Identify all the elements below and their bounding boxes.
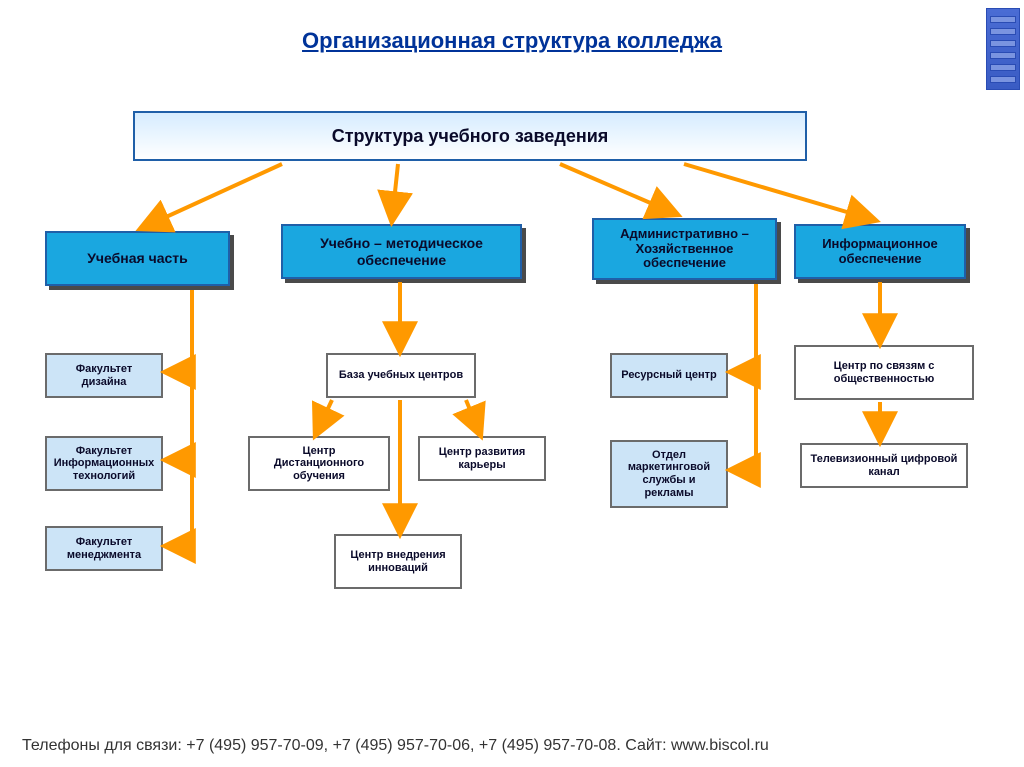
node-b2: Учебно – методическое обеспечение (281, 224, 522, 279)
node-b4c1: Центр по связям с общественностью (794, 345, 974, 400)
node-b2c1: База учебных центров (326, 353, 476, 398)
node-b4c2: Телевизионный цифровой канал (800, 443, 968, 488)
stack-icon (986, 8, 1020, 90)
node-b1c2: Факультет Информационных технологий (45, 436, 163, 491)
node-b4: Информационное обеспечение (794, 224, 966, 279)
node-b3: Административно – Хозяйственное обеспече… (592, 218, 777, 280)
node-b2c1a: Центр Дистанционного обучения (248, 436, 390, 491)
footer-contact: Телефоны для связи: +7 (495) 957-70-09, … (22, 737, 769, 755)
page-title: Организационная структура колледжа (0, 28, 1024, 54)
node-b1c3: Факультет менеджмента (45, 526, 163, 571)
node-b3c1: Ресурсный центр (610, 353, 728, 398)
node-root: Структура учебного заведения (133, 111, 807, 161)
node-b1: Учебная часть (45, 231, 230, 286)
node-b2c1c: Центр внедрения инноваций (334, 534, 462, 589)
node-b2c1b: Центр развития карьеры (418, 436, 546, 481)
node-b3c2: Отдел маркетинговой службы и рекламы (610, 440, 728, 508)
node-b1c1: Факультет дизайна (45, 353, 163, 398)
